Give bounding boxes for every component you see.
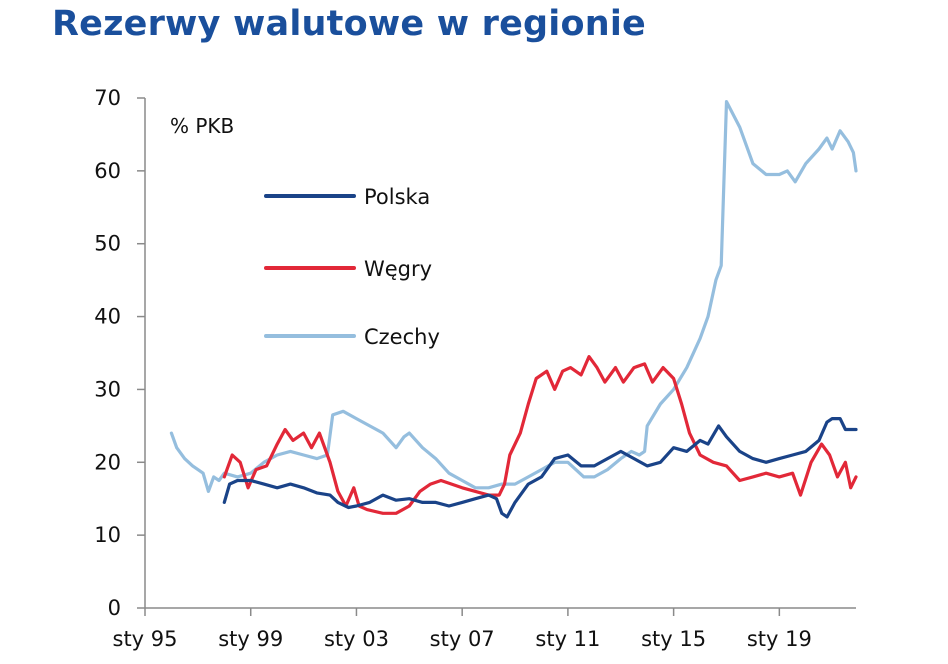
legend-label: Polska [364,185,430,209]
y-tick-label: 0 [108,596,121,620]
y-tick-label: 20 [94,450,121,474]
unit-label: % PKB [170,114,234,138]
y-tick-label: 60 [94,159,121,183]
x-tick-label: sty 07 [430,627,495,651]
series-line-czechy [169,100,858,493]
series-line-polska [222,417,858,519]
x-tick-label: sty 99 [218,627,283,651]
y-tick-label: 30 [94,377,121,401]
legend-label: Czechy [364,325,440,349]
y-tick-label: 10 [94,523,121,547]
x-tick-label: sty 15 [641,627,706,651]
plot-lines [169,100,858,519]
y-tick-label: 40 [94,305,121,329]
series-line-wgry [222,355,858,515]
y-tick-label: 50 [94,232,121,256]
x-tick-label: sty 95 [113,627,178,651]
x-tick-label: sty 03 [324,627,389,651]
chart-title: Rezerwy walutowe w regionie [52,4,646,44]
legend: Polska Węgry Czechy [264,185,440,349]
x-tick-label: sty 11 [535,627,600,651]
x-tick-label: sty 19 [747,627,812,651]
legend-label: Węgry [364,257,432,281]
y-tick-label: 70 [94,86,121,110]
chart-axes: 0 10 20 30 40 50 60 70 sty 95 sty 99 sty 03 sty 07 s… [94,86,856,651]
